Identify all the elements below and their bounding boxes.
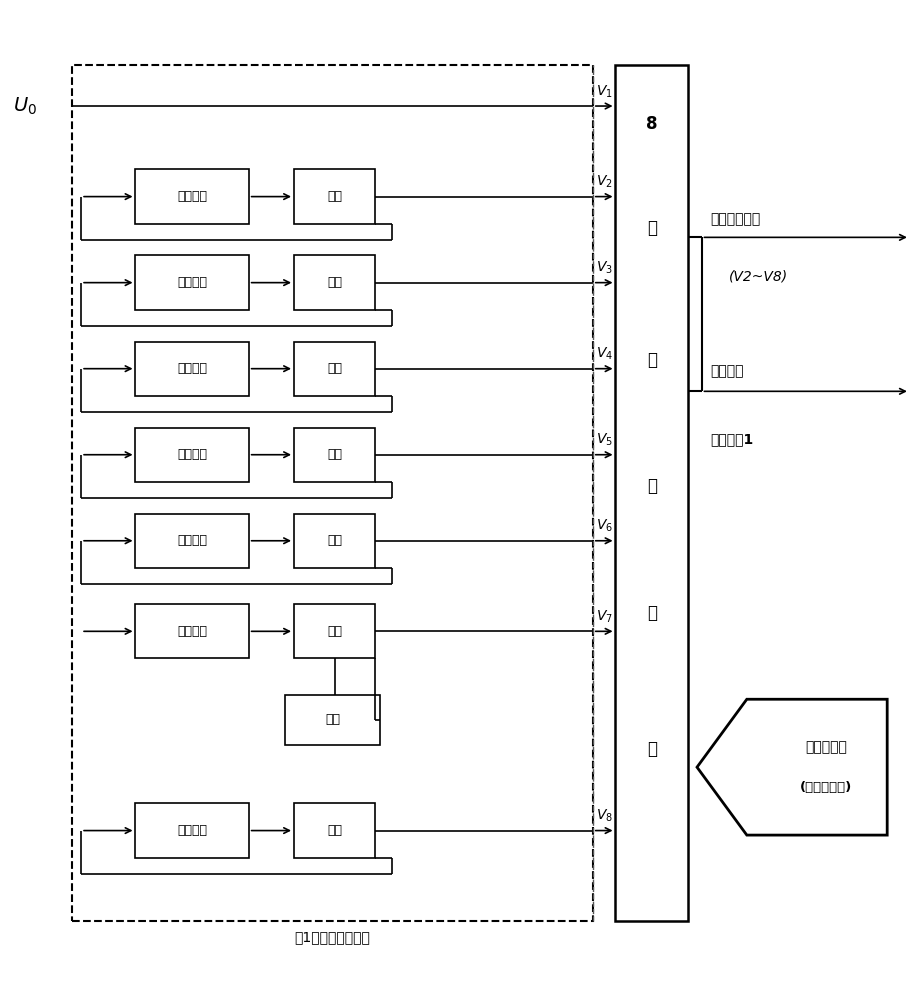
Text: $V_1$: $V_1$: [597, 83, 613, 100]
Text: 调零: 调零: [325, 713, 340, 726]
Bar: [294, 428, 376, 482]
Text: $V_8$: $V_8$: [597, 808, 613, 824]
Bar: [294, 604, 376, 658]
Text: 放大: 放大: [327, 362, 342, 375]
Text: 判别单元1: 判别单元1: [710, 432, 754, 446]
Text: 送至饱和: 送至饱和: [710, 364, 744, 378]
Bar: [294, 803, 376, 858]
Text: $V_7$: $V_7$: [597, 609, 613, 625]
Bar: [72, 65, 593, 921]
Text: 选: 选: [647, 351, 657, 369]
Text: 低通滤波: 低通滤波: [177, 190, 207, 203]
Text: 低通滤波: 低通滤波: [177, 276, 207, 289]
Bar: [294, 255, 376, 310]
Text: 某级放大输出: 某级放大输出: [710, 212, 760, 226]
Text: 放大: 放大: [327, 448, 342, 461]
Text: 路: 路: [647, 219, 657, 237]
Text: 低通滤波: 低通滤波: [177, 534, 207, 547]
Text: $V_4$: $V_4$: [597, 346, 613, 362]
Text: 关: 关: [647, 740, 657, 758]
Text: 放大: 放大: [327, 190, 342, 203]
Bar: [135, 428, 249, 482]
Bar: [135, 255, 249, 310]
Text: 低通滤波: 低通滤波: [177, 824, 207, 837]
Text: 低通滤波: 低通滤波: [177, 625, 207, 638]
Text: 第1级选择放大电路: 第1级选择放大电路: [294, 930, 370, 944]
Bar: [285, 695, 380, 745]
Text: 放大: 放大: [327, 534, 342, 547]
Text: 放大: 放大: [327, 625, 342, 638]
Bar: [135, 604, 249, 658]
Bar: [135, 169, 249, 224]
Text: 选择放大级: 选择放大级: [805, 740, 847, 754]
Text: $V_6$: $V_6$: [597, 518, 613, 534]
Text: 低通滤波: 低通滤波: [177, 448, 207, 461]
Text: 择: 择: [647, 477, 657, 495]
Polygon shape: [697, 699, 887, 835]
Text: 低通滤波: 低通滤波: [177, 362, 207, 375]
Text: $U_0$: $U_0$: [13, 95, 37, 117]
Bar: [135, 342, 249, 396]
Text: 放大: 放大: [327, 276, 342, 289]
Text: $V_5$: $V_5$: [597, 432, 613, 448]
Text: 8: 8: [646, 115, 657, 133]
Bar: [615, 65, 688, 921]
Bar: [294, 342, 376, 396]
Text: $V_3$: $V_3$: [597, 260, 613, 276]
Bar: [294, 514, 376, 568]
Bar: [294, 169, 376, 224]
Bar: [135, 803, 249, 858]
Text: (V2~V8): (V2~V8): [728, 269, 788, 283]
Text: (单片机控制): (单片机控制): [800, 781, 852, 794]
Bar: [135, 514, 249, 568]
Text: 放大: 放大: [327, 824, 342, 837]
Text: 开: 开: [647, 604, 657, 622]
Text: $V_2$: $V_2$: [597, 174, 613, 190]
